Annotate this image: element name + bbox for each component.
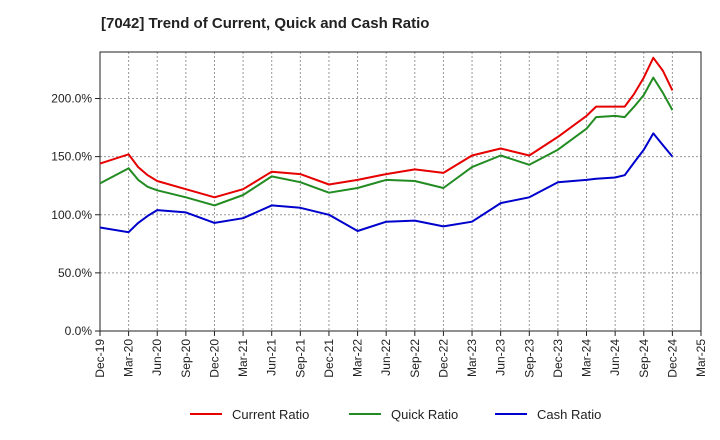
x-tick-label: Mar-23 [465,339,479,377]
x-tick-label: Mar-24 [580,339,594,377]
x-tick-label: Dec-20 [207,339,221,378]
x-tick-label: Dec-23 [551,339,565,378]
x-tick-label: Jun-23 [494,339,508,376]
y-tick-label: 50.0% [58,266,92,280]
series-line-quick-ratio [99,76,674,207]
x-tick-label: Jun-24 [608,339,622,376]
x-tick-label: Jun-20 [150,339,164,376]
chart-title: [7042] Trend of Current, Quick and Cash … [101,15,429,32]
y-axis: 0.0% 50.0% 100.0% 150.0% 200.0% [51,92,100,338]
y-tick-label: 150.0% [51,150,92,164]
legend-label-quick-ratio: Quick Ratio [391,407,458,422]
series-line-cash-ratio [99,132,674,234]
x-tick-label: Dec-24 [665,339,679,378]
x-tick-label: Jun-22 [379,339,393,376]
series-lines [99,56,674,234]
y-tick-label: 200.0% [51,92,92,106]
x-tick-label: Mar-25 [694,339,708,377]
x-tick-label: Mar-20 [122,339,136,377]
grid [100,52,701,331]
y-tick-label: 0.0% [65,324,93,338]
series-line-current-ratio [99,56,674,199]
x-tick-label: Dec-21 [322,339,336,378]
x-tick-label: Sep-21 [293,339,307,378]
x-tick-label: Sep-22 [408,339,422,378]
x-tick-label: Dec-22 [436,339,450,378]
y-tick-label: 100.0% [51,208,92,222]
legend-label-cash-ratio: Cash Ratio [537,407,601,422]
x-axis: Dec-19 Mar-20 Jun-20 Sep-20 Dec-20 Mar-21 Jun-… [93,331,708,378]
legend-label-current-ratio: Current Ratio [232,407,309,422]
x-tick-label: Mar-22 [351,339,365,377]
x-tick-label: Sep-24 [637,339,651,378]
x-tick-label: Mar-21 [236,339,250,377]
x-tick-label: Jun-21 [265,339,279,376]
x-tick-label: Dec-19 [93,339,107,378]
plot-area [99,51,702,332]
legend: Current Ratio Quick Ratio Cash Ratio [190,407,601,422]
x-tick-label: Sep-20 [179,339,193,378]
x-tick-label: Sep-23 [522,339,536,378]
